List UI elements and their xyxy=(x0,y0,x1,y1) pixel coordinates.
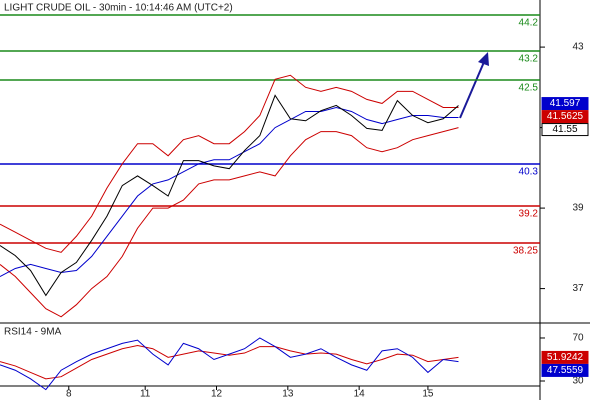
level-label: 39.2 xyxy=(519,209,539,220)
level-label: 44.2 xyxy=(519,18,539,29)
level-label: 42.5 xyxy=(519,83,539,94)
series-line xyxy=(0,74,459,253)
x-tick-label: 14 xyxy=(354,389,366,400)
level-label: 38.25 xyxy=(513,246,538,257)
forecast-arrowhead xyxy=(478,52,489,66)
rsi-title: RSI14 - 9MA xyxy=(4,327,62,338)
value-badge-label: 41.55 xyxy=(552,124,577,135)
level-label: 43.2 xyxy=(519,54,539,65)
x-tick-label: 8 xyxy=(66,389,72,400)
x-tick-label: 13 xyxy=(282,389,294,400)
value-badge xyxy=(541,350,589,364)
series-line xyxy=(0,127,459,318)
value-badge-label: 47.5559 xyxy=(547,365,584,376)
x-tick-label: 12 xyxy=(211,389,223,400)
chart-title: LIGHT CRUDE OIL - 30min - 10:14:46 AM (U… xyxy=(4,3,233,14)
value-badge xyxy=(541,97,589,111)
y-tick-label: 30 xyxy=(572,376,584,387)
y-tick-label: 43 xyxy=(572,42,584,53)
x-tick-label: 11 xyxy=(140,389,151,400)
value-badge xyxy=(541,363,589,377)
level-label: 40.3 xyxy=(519,167,539,178)
value-badge xyxy=(541,123,589,137)
value-badge-label: 41.5625 xyxy=(547,111,584,122)
y-tick-label: 37 xyxy=(572,283,584,294)
x-tick-label: 15 xyxy=(422,389,434,400)
value-badge-label: 51.9242 xyxy=(547,352,584,363)
forecast-arrow xyxy=(459,61,485,119)
value-badge xyxy=(541,110,589,124)
series-line xyxy=(0,345,459,380)
series-line xyxy=(0,106,459,277)
series-line xyxy=(0,94,459,297)
y-tick-label: 70 xyxy=(572,333,584,344)
y-tick-label: 39 xyxy=(572,203,584,214)
value-badge-label: 41.597 xyxy=(550,98,581,109)
series-line xyxy=(0,337,459,391)
